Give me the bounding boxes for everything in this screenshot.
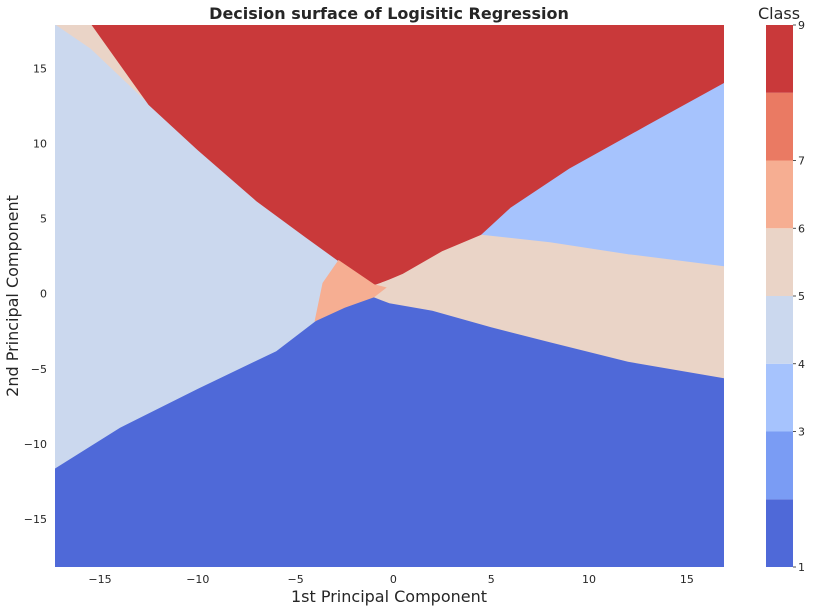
- colorbar-segment: [766, 499, 793, 567]
- y-tick-label: −10: [24, 438, 47, 451]
- x-tick-label: 0: [390, 573, 397, 586]
- x-tick-label: −15: [88, 573, 111, 586]
- class-region-5: [373, 234, 724, 379]
- colorbar-title: Class: [758, 4, 800, 23]
- x-tick-label: 10: [582, 573, 596, 586]
- x-tick-label: 5: [488, 573, 495, 586]
- y-tick-label: 0: [40, 288, 47, 301]
- y-tick-label: −5: [31, 363, 47, 376]
- colorbar-tick-label: 1: [798, 561, 805, 574]
- colorbar-segment: [766, 160, 793, 229]
- x-axis-label: 1st Principal Component: [291, 587, 487, 606]
- x-axis-ticks: −15 −10 −5 0 5 10 15: [88, 573, 693, 586]
- plot-area: [55, 25, 724, 567]
- colorbar-tick-label: 3: [798, 426, 805, 439]
- class-region-6: [314, 260, 387, 322]
- colorbar-tick-label: 6: [798, 222, 805, 235]
- colorbar-segment: [766, 296, 793, 364]
- y-axis-label: 2nd Principal Component: [3, 195, 22, 397]
- y-tick-label: −15: [24, 513, 47, 526]
- colorbar: 1 3 4 5 6 7 9: [766, 19, 805, 574]
- x-tick-label: −10: [186, 573, 209, 586]
- colorbar-segment: [766, 25, 793, 93]
- y-axis-ticks: −15 −10 −5 0 5 10 15: [24, 63, 47, 526]
- x-tick-label: 15: [680, 573, 694, 586]
- colorbar-segment: [766, 363, 793, 432]
- colorbar-segment: [766, 92, 793, 161]
- chart-title: Decision surface of Logisitic Regression: [209, 4, 569, 23]
- y-tick-label: 10: [33, 138, 47, 151]
- y-tick-label: 5: [40, 213, 47, 226]
- colorbar-tick-label: 9: [798, 19, 805, 32]
- x-tick-label: −5: [287, 573, 303, 586]
- colorbar-segment: [766, 431, 793, 500]
- y-tick-label: 15: [33, 63, 47, 76]
- colorbar-tick-label: 7: [798, 155, 805, 168]
- colorbar-tick-label: 4: [798, 358, 805, 371]
- colorbar-tick-label: 5: [798, 290, 805, 303]
- colorbar-segment: [766, 228, 793, 296]
